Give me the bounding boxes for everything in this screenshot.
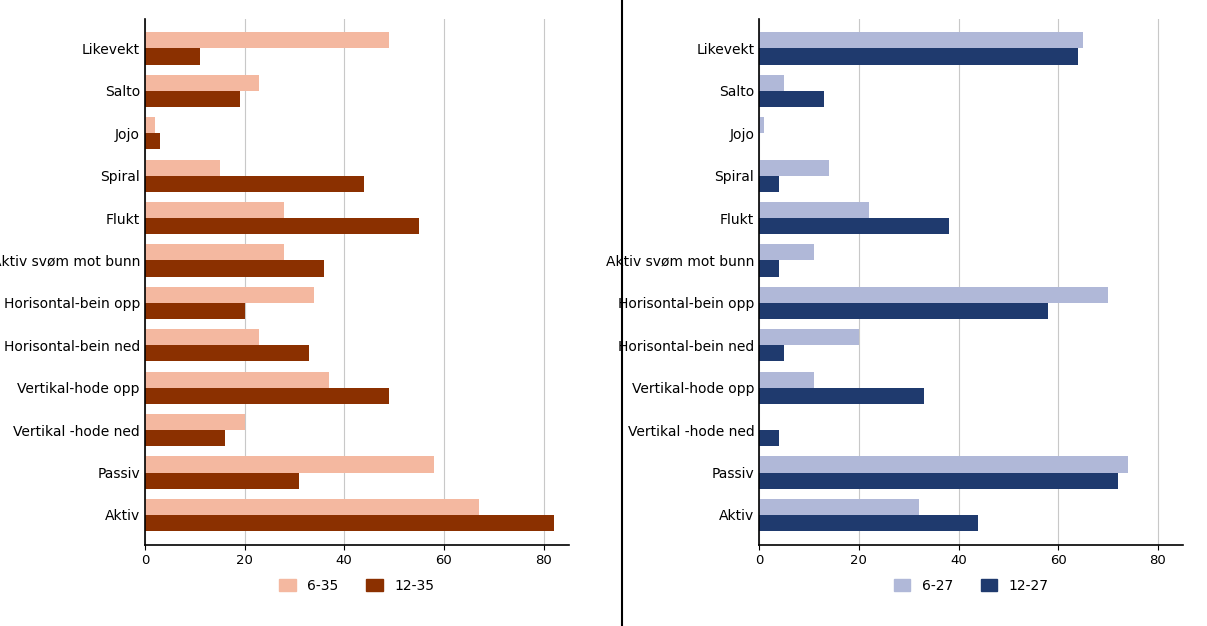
Bar <box>759 33 1083 48</box>
Bar <box>145 414 245 430</box>
Bar <box>759 329 859 346</box>
Bar <box>759 91 824 107</box>
Bar <box>759 244 814 260</box>
Bar <box>145 244 285 260</box>
Bar <box>759 48 1078 64</box>
Bar <box>145 303 245 319</box>
Bar <box>759 74 785 91</box>
Bar <box>145 346 309 361</box>
Bar <box>145 473 299 489</box>
Bar <box>759 160 829 176</box>
Bar <box>759 287 1108 303</box>
Bar <box>145 91 239 107</box>
Bar <box>145 499 479 515</box>
Bar <box>145 202 285 218</box>
Bar <box>145 117 154 133</box>
Bar <box>145 48 199 64</box>
Bar <box>759 499 919 515</box>
Legend: 6-35, 12-35: 6-35, 12-35 <box>274 573 439 598</box>
Bar <box>759 117 764 133</box>
Bar <box>145 372 330 387</box>
Bar <box>759 456 1129 473</box>
Bar <box>759 260 779 277</box>
Bar <box>145 387 389 404</box>
Bar <box>145 176 365 192</box>
Bar <box>145 456 435 473</box>
Bar <box>759 387 923 404</box>
Bar <box>145 260 325 277</box>
Legend: 6-27, 12-27: 6-27, 12-27 <box>888 573 1054 598</box>
Bar <box>145 515 554 531</box>
Bar <box>759 176 779 192</box>
Bar <box>759 430 779 446</box>
Bar <box>145 329 260 346</box>
Bar <box>759 303 1048 319</box>
Bar <box>759 372 814 387</box>
Bar <box>759 473 1118 489</box>
Bar <box>145 133 159 150</box>
Bar <box>145 160 220 176</box>
Bar <box>145 430 225 446</box>
Bar <box>145 287 314 303</box>
Bar <box>759 515 979 531</box>
Bar <box>759 218 949 234</box>
Bar <box>759 202 869 218</box>
Bar <box>145 218 419 234</box>
Bar <box>145 33 389 48</box>
Bar <box>145 74 260 91</box>
Bar <box>759 346 785 361</box>
